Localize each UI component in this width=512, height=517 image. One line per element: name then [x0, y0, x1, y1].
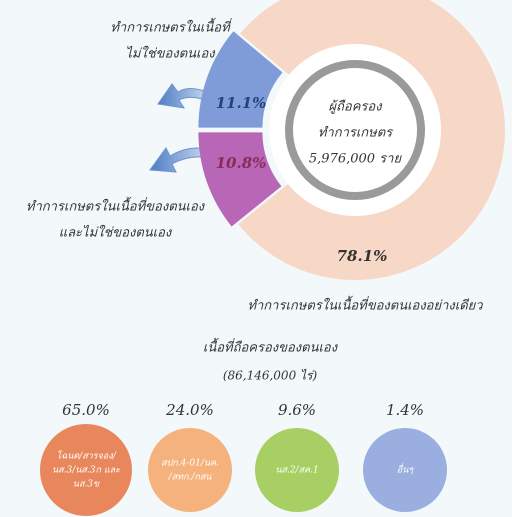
category-circle: [148, 428, 232, 512]
category-circle: [40, 424, 132, 516]
category-label: สปก.4-01/นค.: [161, 459, 219, 469]
donut-segment: [238, 0, 505, 280]
center-disk: [269, 44, 441, 216]
value-label: 65.0%: [62, 401, 110, 419]
category-label: /สทก./กสน: [168, 473, 213, 483]
value-label: 1.4%: [386, 401, 424, 419]
donut-segment: [198, 31, 283, 128]
category-circle: [255, 428, 339, 512]
center-text: ผู้ถือครอง: [328, 100, 383, 115]
value-label: 10.8%: [216, 154, 267, 172]
chart-subtitle: (86,146,000 ไร่): [223, 369, 318, 383]
category-label: อื่นๆ: [397, 463, 415, 476]
segment-label: และไม่ใช่ของตนเอง: [59, 225, 173, 241]
arrow: [149, 147, 213, 173]
donut-segment: [198, 132, 282, 227]
segment-label: ไม่ใช่ของตนเอง: [125, 46, 216, 62]
center-ring: [285, 60, 425, 200]
value-label: 11.1%: [216, 94, 267, 112]
category-label: นส.3/นส.3ก และ: [52, 466, 121, 476]
value-label: 24.0%: [165, 401, 214, 419]
donut-chart: ทำการเกษตรในเนื้อที่ของตนเองและไม่ใช่ของ…: [26, 0, 505, 314]
circle-chart: เนื้อที่ถือครองของตนเอง (86,146,000 ไร่) 6…: [40, 338, 447, 516]
center-text: 5,976,000 ราย: [309, 152, 403, 167]
arrow: [157, 83, 213, 109]
category-label: นส.2/สค.1: [275, 466, 318, 476]
category-label: โฉนด/สารจอง/: [56, 450, 116, 462]
value-label: 9.6%: [278, 401, 316, 419]
center-text: ทำการเกษตร: [318, 126, 394, 141]
segment-label: ทำการเกษตรในเนื้อที่: [110, 18, 232, 36]
category-circle: [363, 428, 447, 512]
segment-label: ทำการเกษตรในเนื้อที่ของตนเองอย่างเดียว: [247, 296, 483, 314]
value-label: 78.1%: [337, 247, 388, 265]
category-label: นส.3ข: [73, 480, 100, 490]
chart-title: เนื้อที่ถือครองของตนเอง: [203, 338, 339, 356]
segment-label: ทำการเกษตรในเนื้อที่ของตนเอง: [26, 197, 206, 215]
